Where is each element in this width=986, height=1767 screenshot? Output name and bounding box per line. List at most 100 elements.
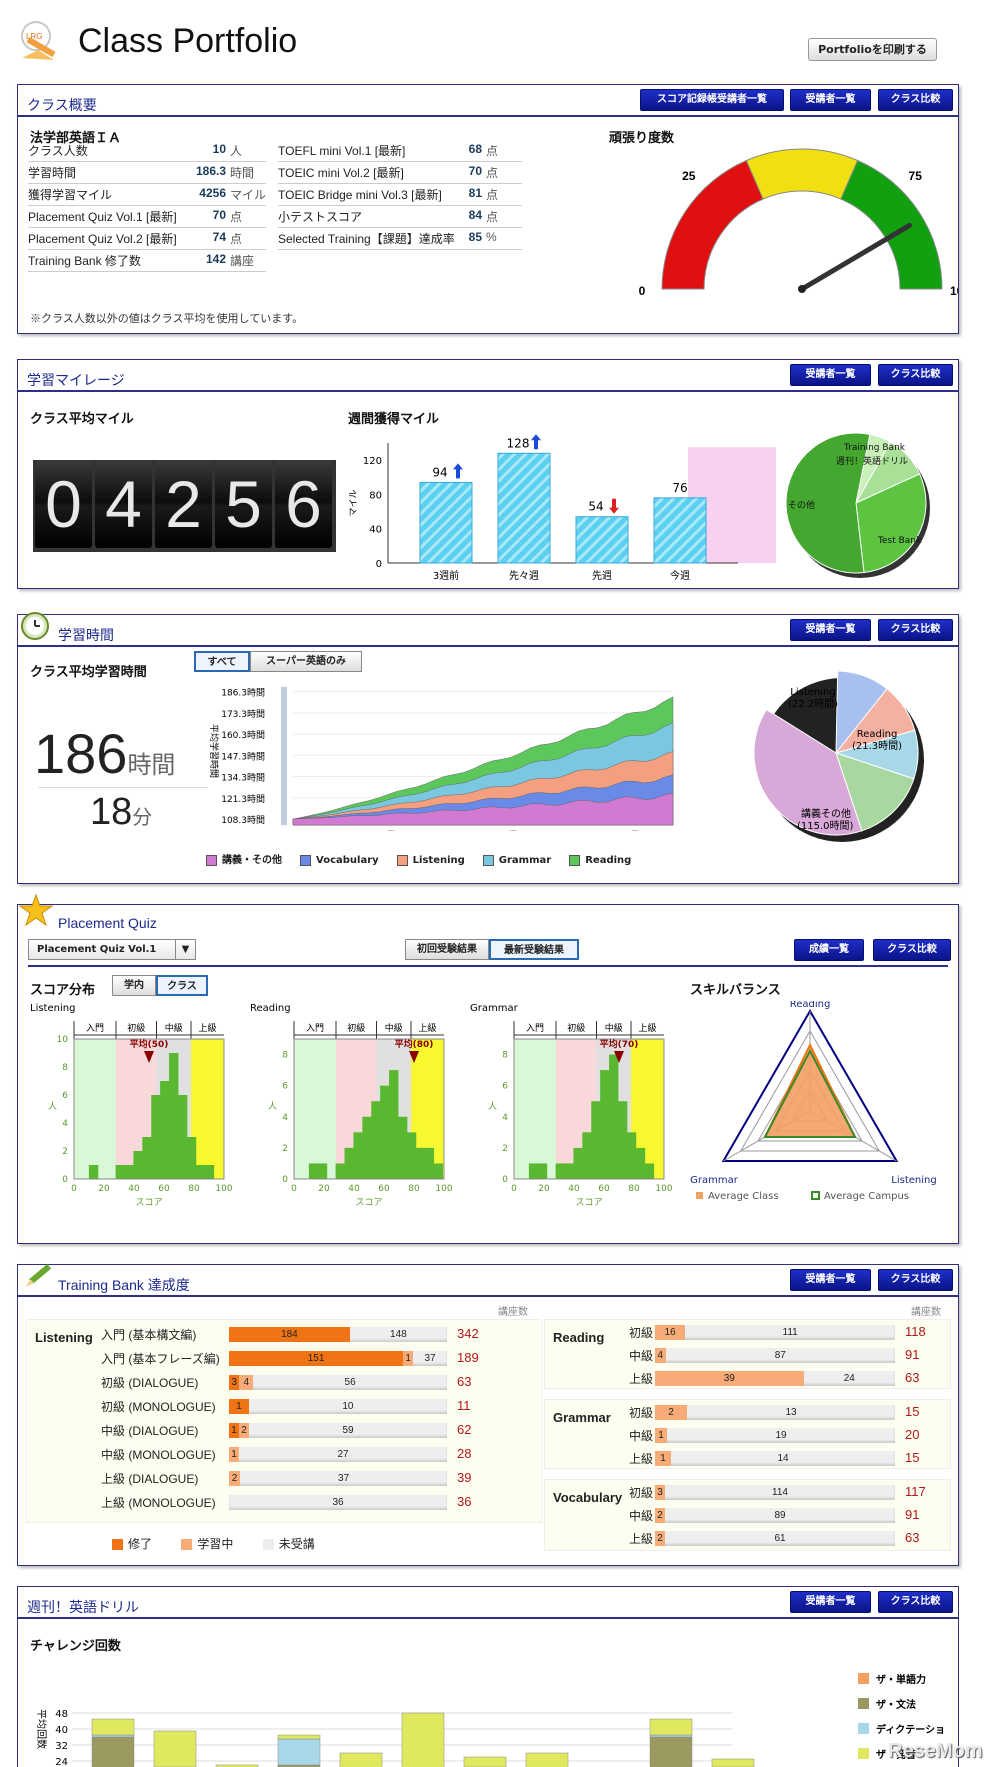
pie-label: その他 [788,499,815,511]
score-record-list-button[interactable]: スコア記録帳受講者一覧 [640,89,784,111]
kv-value: 81 [468,186,482,200]
tab-all[interactable]: すべて [194,651,250,672]
kv-unit: 時間 [230,166,255,180]
kv-label: TOEFL mini Vol.1 [最新] [278,144,406,158]
y-axis-label: 人 [268,1101,277,1112]
skill-group-block: Vocabulary 初級 3 114 117 中級 2 89 91 上級 2 61 63 [544,1479,951,1551]
progress-track: 1 10 [229,1399,447,1414]
class-compare-button[interactable]: クラス比較 [878,1591,953,1613]
legend-swatch [696,1192,703,1199]
level-label: 上級 [418,1022,436,1034]
level-label: 入門 [526,1023,544,1034]
not-started-value: 14 [777,1453,789,1464]
training-row: 初級 2 13 15 [545,1402,950,1423]
row-label: 中級 (MONOLOGUE) [101,1448,216,1462]
kv-row: 獲得学習マイル 4256 マイル [28,181,266,206]
x-tick-label: 60 [598,1184,610,1194]
histogram-bar [537,1163,548,1179]
class-compare-button[interactable]: クラス比較 [878,364,953,386]
training-row: 初級 (DIALOGUE) 3 4 56 63 [27,1372,541,1393]
histogram-bar [406,1132,417,1179]
x-tick-label: 0 [71,1184,77,1194]
class-compare-button[interactable]: クラス比較 [878,89,953,111]
not-started-value: 37 [338,1473,350,1484]
group-name: Vocabulary [553,1490,623,1505]
mile-counter: 0 4 2 5 6 [33,460,336,552]
x-axis-label: スコア [575,1198,602,1208]
class-compare-button[interactable]: クラス比較 [873,939,951,961]
gauge-hub [798,285,806,293]
tab-first-result[interactable]: 初回受験結果 [405,939,489,960]
hours-number: 186 [34,722,128,785]
progress-bar: 16 [655,1325,686,1340]
drill-bar-segment [277,1738,321,1766]
legend-swatch [858,1698,869,1709]
legend-not-started-swatch [262,1539,274,1551]
student-list-button[interactable]: 受講者一覧 [790,619,871,641]
section-title: クラス概要 [27,97,97,113]
hours-unit: 時間 [127,752,176,779]
tab-super-english[interactable]: スーパー英語のみ [250,651,362,672]
histogram-bar [353,1132,363,1179]
minutes-value: 18分 [90,791,152,834]
study-time-area-chart: 186.3時間 173.3時間 160.3時間 147.3時間 134.3時間 121.3… [208,687,674,831]
y-tick-label: 24 [55,1757,68,1767]
drill-bar-segment [91,1734,135,1738]
kv-row: Selected Training【課題】達成率 85% [278,225,522,250]
level-label: 上級 [198,1022,216,1034]
legend-label: ザ・単語力 [876,1673,926,1686]
student-list-button[interactable]: 受講者一覧 [790,1269,871,1291]
student-list-button[interactable]: 受講者一覧 [790,89,871,111]
histogram-bar [609,1054,619,1179]
y-tick-label: 0 [502,1175,508,1185]
not-started-value: 10 [342,1401,354,1412]
drill-bar-segment [91,1736,135,1767]
histogram-bar [308,1163,319,1179]
done-bar: 151 [229,1351,404,1366]
listening-block: Listening 入門 (基本構文編) 184 148 342 入門 (基本フレーズ編)… [26,1319,542,1523]
not-started-value: 61 [774,1533,786,1544]
y-tick-label: 0 [62,1175,68,1185]
progress-track: 1 14 [655,1451,895,1466]
print-button[interactable]: Portfolioを印刷する [808,38,937,61]
not-started-value: 24 [843,1373,855,1384]
row-label: 中級 (DIALOGUE) [101,1424,199,1438]
not-started-value: 87 [774,1350,786,1361]
class-compare-button[interactable]: クラス比較 [878,619,953,641]
x-tick-label: 80 [188,1184,200,1194]
quiz-select[interactable]: Placement Quiz Vol.1 ▼ [28,939,196,960]
chevron-down-icon: ▼ [175,940,195,959]
row-total: 63 [905,1530,920,1545]
kv-row: TOEFL mini Vol.1 [最新] 68 点 [278,137,522,162]
tab-campus[interactable]: 学内 [112,975,156,996]
y-axis-label: 平均学習時間 [208,724,220,778]
tab-latest-result[interactable]: 最新受験結果 [489,939,579,960]
unit-label: 講座数 [498,1307,528,1318]
mile-digit: 0 [35,460,92,548]
histogram-bar [317,1163,328,1179]
tab-class[interactable]: クラス [156,975,208,996]
y-tick-label: 40 [369,525,382,536]
student-list-button[interactable]: 受講者一覧 [790,1591,871,1613]
legend-swatch [300,854,311,866]
level-label: 中級 [165,1022,183,1034]
legend-label: ザ・発音 [876,1748,916,1761]
x-tick-label: 40 [568,1184,580,1194]
pie-sublabel: (22.2時間) [788,698,838,710]
progress-bar: 2 [239,1423,249,1438]
mileage-panel: 学習マイレージ 受講者一覧 クラス比較 クラス平均マイル 0 4 2 5 6 週… [17,359,959,589]
progress-bar: 2 [655,1531,665,1546]
kv-value: 4256 [199,186,226,200]
x-tick-label: 先週 [592,570,612,582]
area-series [292,792,674,826]
student-list-button[interactable]: 受講者一覧 [790,364,871,386]
training-row: 中級 2 89 91 [545,1505,950,1526]
radar-axis-label: Reading [790,1001,831,1010]
training-row: 入門 (基本構文編) 184 148 342 [27,1324,541,1345]
not-started-value: 89 [774,1510,786,1521]
histogram-bar [186,1137,197,1179]
grade-list-button[interactable]: 成績一覧 [794,939,864,961]
class-compare-button[interactable]: クラス比較 [878,1269,953,1291]
pie-label: Test Bank [877,536,922,546]
kv-label: TOEIC Bridge mini Vol.3 [最新] [278,188,442,202]
